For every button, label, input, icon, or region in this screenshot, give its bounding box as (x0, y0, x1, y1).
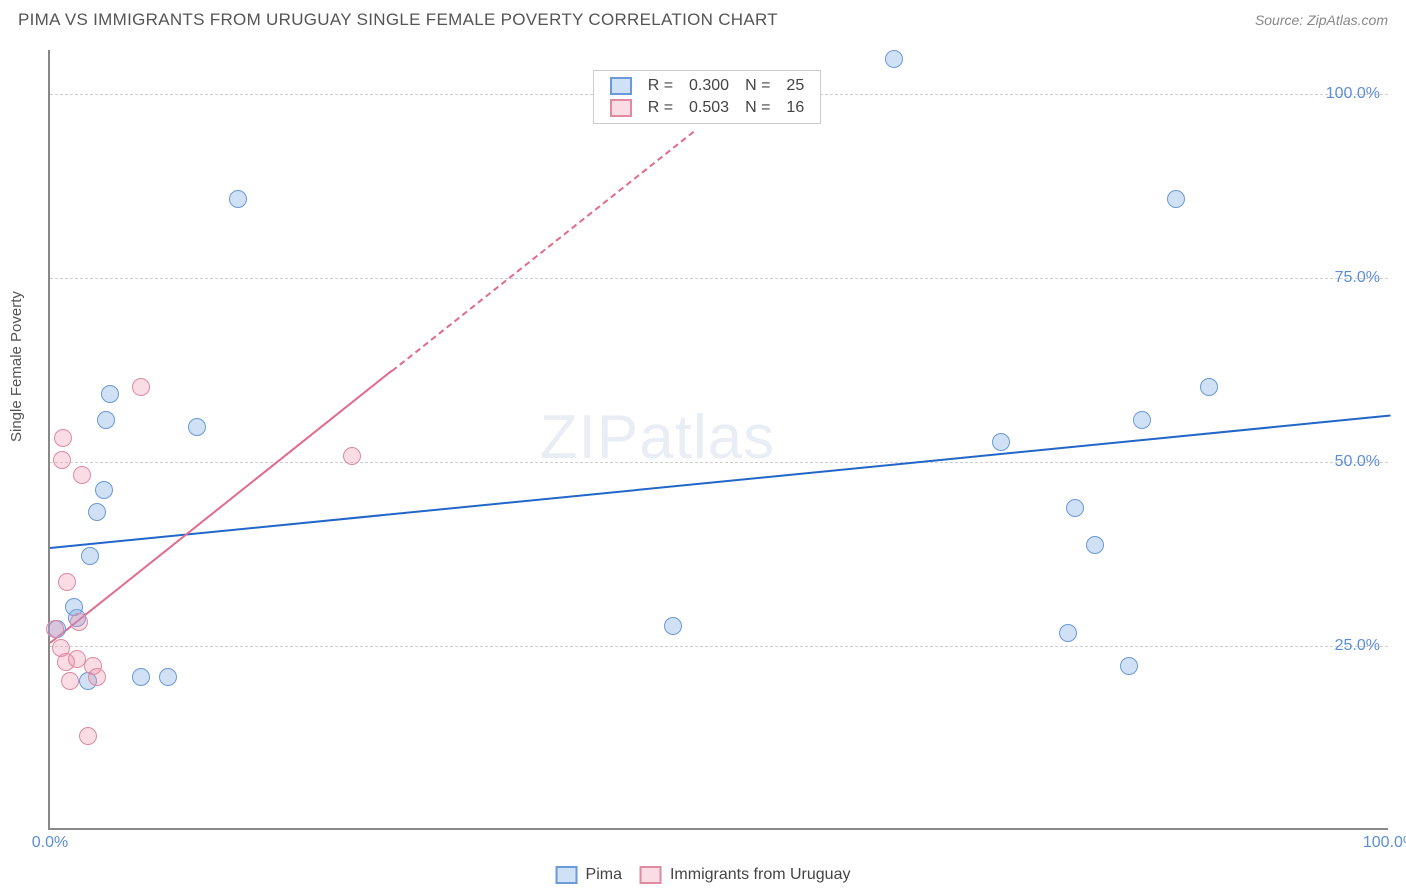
data-point (70, 613, 88, 631)
data-point (88, 668, 106, 686)
legend-top: R =0.300N =25R =0.503N =16 (593, 70, 822, 124)
chart-title: PIMA VS IMMIGRANTS FROM URUGUAY SINGLE F… (18, 10, 778, 30)
data-point (132, 668, 150, 686)
data-point (46, 620, 64, 638)
x-tick-label: 100.0% (1363, 834, 1406, 852)
data-point (81, 547, 99, 565)
data-point (53, 451, 71, 469)
legend-bottom: Pima Immigrants from Uruguay (556, 866, 851, 884)
data-point (88, 503, 106, 521)
data-point (61, 672, 79, 690)
data-point (58, 573, 76, 591)
data-point (1059, 624, 1077, 642)
data-point (54, 429, 72, 447)
data-point (1120, 657, 1138, 675)
data-point (343, 447, 361, 465)
gridline (50, 278, 1388, 279)
gridline (50, 646, 1388, 647)
data-point (97, 411, 115, 429)
legend-item: Pima (556, 866, 622, 884)
gridline (50, 462, 1388, 463)
data-point (992, 433, 1010, 451)
trend-line (391, 131, 694, 372)
y-tick-label: 75.0% (1335, 269, 1380, 287)
legend-item: Immigrants from Uruguay (640, 866, 851, 884)
chart-container: Single Female Poverty 25.0% 50.0% 75.0% 100… (0, 42, 1406, 892)
data-point (885, 50, 903, 68)
chart-source: Source: ZipAtlas.com (1255, 12, 1388, 28)
data-point (95, 481, 113, 499)
y-tick-label: 100.0% (1326, 85, 1380, 103)
data-point (101, 385, 119, 403)
data-point (73, 466, 91, 484)
data-point (159, 668, 177, 686)
data-point (188, 418, 206, 436)
y-tick-label: 50.0% (1335, 453, 1380, 471)
y-tick-label: 25.0% (1335, 637, 1380, 655)
x-tick-label: 0.0% (32, 834, 68, 852)
data-point (1086, 536, 1104, 554)
plot-area: 25.0%50.0%75.0%100.0%0.0%100.0%ZIPatlasR… (48, 50, 1388, 830)
data-point (132, 378, 150, 396)
data-point (664, 617, 682, 635)
chart-header: PIMA VS IMMIGRANTS FROM URUGUAY SINGLE F… (0, 0, 1406, 36)
data-point (229, 190, 247, 208)
data-point (1066, 499, 1084, 517)
y-axis-label: Single Female Poverty (8, 291, 25, 442)
data-point (1167, 190, 1185, 208)
data-point (79, 727, 97, 745)
data-point (1133, 411, 1151, 429)
data-point (1200, 378, 1218, 396)
